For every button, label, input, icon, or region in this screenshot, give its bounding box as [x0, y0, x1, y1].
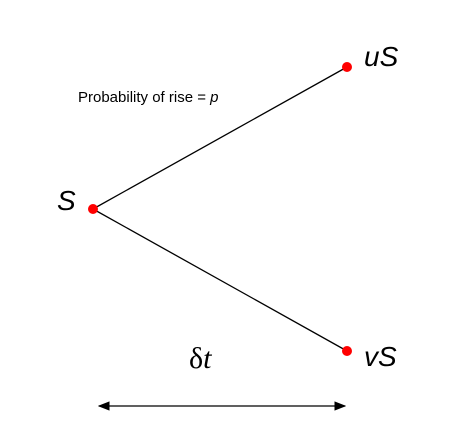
probability-text: Probability of rise =	[78, 89, 210, 106]
down-node-label: vS	[364, 341, 397, 372]
up-node-dot	[342, 62, 352, 72]
down-branch-line	[92, 208, 348, 352]
up-branch-line	[92, 66, 348, 210]
time-step-label: δt	[189, 342, 212, 375]
time-step-symbol: t	[203, 342, 212, 375]
time-step-prefix: δ	[189, 342, 203, 375]
down-node-dot	[342, 346, 352, 356]
start-node-dot	[88, 204, 98, 214]
start-node-label: S	[57, 185, 76, 216]
up-node-label: uS	[364, 41, 399, 72]
probability-symbol: p	[209, 89, 218, 106]
probability-annotation: Probability of rise = p	[78, 89, 219, 106]
